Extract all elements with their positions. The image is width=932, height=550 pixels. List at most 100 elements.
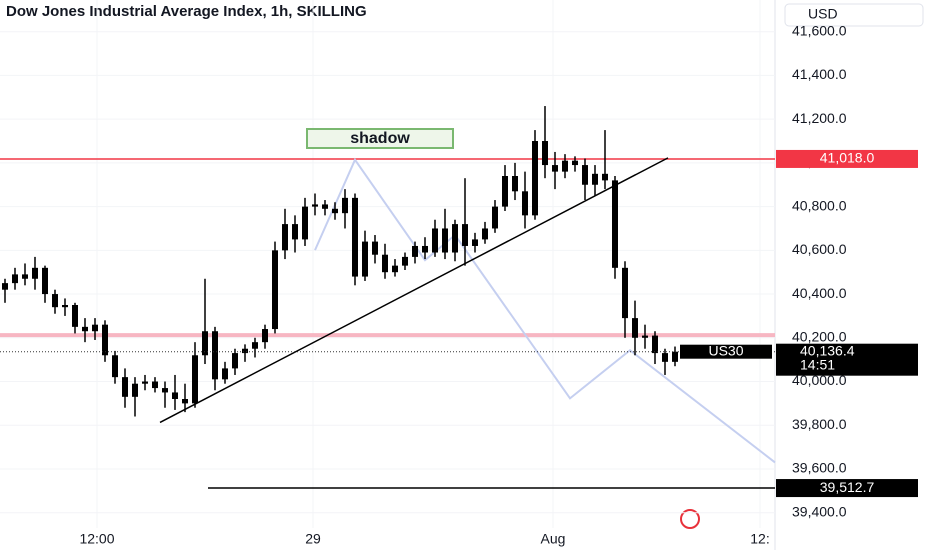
candle-body	[92, 324, 98, 332]
candle-body	[192, 355, 198, 404]
x-tick-label: 12:	[750, 531, 769, 547]
candle-body	[512, 176, 518, 192]
candle-body	[642, 335, 648, 338]
candle-body	[252, 342, 258, 349]
candle-body	[432, 228, 438, 253]
candle-body	[2, 283, 8, 290]
candle-body	[362, 241, 368, 277]
trend-line	[159, 157, 669, 424]
candle-body	[212, 331, 218, 380]
y-tick-label: 40,800.0	[792, 197, 847, 213]
candle-body	[662, 353, 668, 362]
candle-body	[232, 353, 238, 369]
candle-body	[372, 241, 378, 255]
candle-body	[552, 165, 558, 172]
candle-body	[652, 335, 658, 354]
y-tick-label: 40,600.0	[792, 241, 847, 257]
candle-body	[462, 224, 468, 246]
candle-body	[562, 160, 568, 172]
y-tick-label: 40,400.0	[792, 285, 847, 301]
candle-body	[472, 239, 478, 246]
y-tick-label: 41,200.0	[792, 110, 847, 126]
candle-body	[282, 224, 288, 251]
candle-body	[442, 228, 448, 253]
candle-body	[112, 355, 118, 378]
candle-body	[332, 208, 338, 214]
candle-body	[382, 254, 388, 273]
last-price-box	[776, 343, 918, 376]
level-label-box	[776, 149, 918, 168]
x-tick-label: Aug	[541, 531, 566, 547]
candle-body	[182, 399, 188, 404]
candle-body	[392, 265, 398, 273]
candle-body	[32, 267, 38, 279]
candle-body	[542, 141, 548, 166]
candle-body	[272, 250, 278, 330]
candle-body	[492, 206, 498, 229]
candle-body	[402, 256, 408, 266]
candle-body	[202, 331, 208, 356]
candle-body	[622, 267, 628, 319]
candle-body	[62, 304, 68, 308]
y-tick-label: 39,400.0	[792, 503, 847, 519]
candle-body	[172, 392, 178, 400]
candle-body	[412, 245, 418, 257]
candle-body	[422, 245, 428, 253]
y-tick-label: 41,400.0	[792, 66, 847, 82]
candle-body	[532, 141, 538, 216]
candle-body	[22, 274, 28, 279]
candle-body	[672, 351, 678, 362]
candle-body	[152, 381, 158, 389]
currency-box[interactable]	[784, 3, 924, 27]
chart-title: Dow Jones Industrial Average Index, 1h, …	[6, 3, 367, 20]
candle-body	[612, 180, 618, 268]
candle-body	[302, 206, 308, 240]
y-tick-label: 40,000.0	[792, 372, 847, 388]
countdown-label: 14:51	[800, 356, 835, 372]
candle-body	[52, 294, 58, 308]
candle-body	[502, 176, 508, 207]
y-tick-label: 39,800.0	[792, 416, 847, 432]
candle-body	[72, 304, 78, 327]
symbol-box	[680, 344, 772, 359]
candle-body	[132, 383, 138, 397]
candle-body	[142, 381, 148, 384]
x-tick-label: 12:00	[79, 531, 114, 547]
candle-body	[102, 324, 108, 356]
candle-body	[242, 348, 248, 354]
candle-body	[162, 388, 168, 393]
y-tick-label: 41,600.0	[792, 22, 847, 38]
symbol-label: US30	[708, 342, 743, 358]
y-tick-label: 40,200.0	[792, 328, 847, 344]
flag-icon[interactable]	[680, 509, 700, 529]
candle-body	[322, 204, 328, 209]
candle-body	[482, 228, 488, 240]
candle-body	[352, 197, 358, 277]
candle-body	[602, 173, 608, 181]
last-price-label: 40,136.4	[800, 342, 855, 358]
candle-body	[582, 165, 588, 185]
level-label: 39,512.7	[820, 479, 875, 495]
currency: USD	[808, 6, 838, 22]
annotation: shadow	[350, 130, 410, 147]
candle-body	[592, 173, 598, 185]
candle-body	[292, 224, 298, 240]
level-label: 41,018.0	[820, 150, 875, 166]
candle-body	[12, 274, 18, 284]
candle-body	[312, 204, 318, 207]
candle-body	[82, 326, 88, 332]
x-tick-label: 29	[305, 531, 321, 547]
annotation-box	[306, 128, 454, 149]
candle-body	[42, 267, 48, 295]
candle-body	[342, 197, 348, 214]
candle-body	[452, 224, 458, 253]
level-label-box	[776, 479, 918, 498]
candle-body	[572, 160, 578, 166]
y-tick-label: 39,600.0	[792, 460, 847, 476]
candle-body	[632, 318, 638, 338]
candle-body	[222, 368, 228, 380]
candle-body	[522, 191, 528, 216]
candle-body	[122, 377, 128, 397]
